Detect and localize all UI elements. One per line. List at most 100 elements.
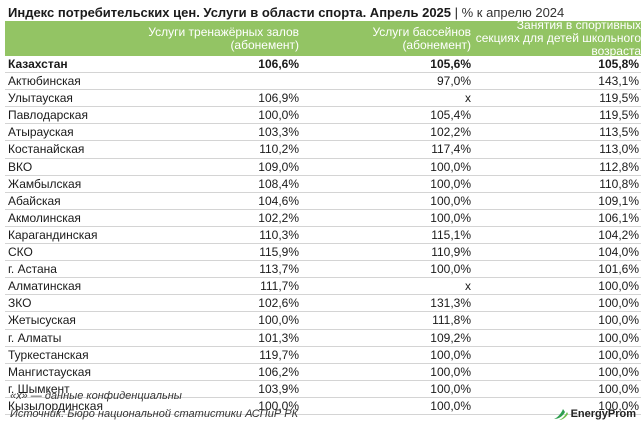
gym-value: 103,9% [258, 381, 299, 396]
region-name: г. Алматы [8, 330, 62, 345]
gym-value: 108,4% [258, 176, 299, 191]
table-row: Карагандинская 110,3% 115,1% 104,2% [5, 227, 641, 245]
table-row: ВКО 109,0% 100,0% 112,8% [5, 159, 641, 176]
pool-value: 105,4% [430, 108, 471, 123]
gym-value: 106,2% [258, 364, 299, 379]
table-header: Услуги тренажёрных залов (абонемент) Усл… [5, 18, 641, 58]
pool-value: 100,0% [430, 176, 471, 191]
region-name: Туркестанская [8, 347, 89, 362]
table-row: Жамбылская 108,4% 100,0% 110,8% [5, 176, 641, 193]
pool-value: 97,0% [436, 74, 471, 89]
table-row: ЗКО 102,6% 131,3% 100,0% [5, 295, 641, 313]
table-row: Павлодарская 100,0% 105,4% 119,5% [5, 107, 641, 125]
pool-value: 109,2% [430, 330, 471, 345]
section-value: 100,0% [598, 364, 639, 379]
pool-value: x [465, 279, 471, 294]
region-name: Атырауская [8, 125, 74, 140]
section-value: 104,2% [598, 227, 639, 242]
region-name: Казахстан [8, 57, 68, 71]
pool-value: 115,1% [431, 227, 471, 242]
region-name: ЗКО [8, 296, 32, 311]
region-name: Жетысуская [8, 313, 76, 328]
gym-value: 113,7% [259, 262, 299, 277]
header-gym: Услуги тренажёрных залов (абонемент) [148, 24, 299, 52]
brand-logo: EnergyProm [553, 405, 636, 423]
table-row: Туркестанская 119,7% 100,0% 100,0% [5, 347, 641, 364]
table-row: Атырауская 103,3% 102,2% 113,5% [5, 124, 641, 142]
section-value: 113,5% [599, 125, 639, 140]
region-name: Костанайская [8, 142, 85, 157]
gym-value: 100,0% [258, 108, 299, 123]
pool-value: 100,0% [430, 398, 471, 413]
table-row: Кызылординская 100,0% 100,0% 100,0% [5, 398, 641, 415]
region-name: Павлодарская [8, 108, 88, 123]
region-name: Абайская [8, 193, 61, 208]
section-value: 100,0% [598, 296, 639, 311]
energyprom-logo-icon [553, 409, 568, 420]
pool-value: 131,3% [430, 296, 471, 311]
table-row: Акмолинская 102,2% 100,0% 106,1% [5, 210, 641, 227]
pool-value: 100,0% [430, 347, 471, 362]
title-separator: | [451, 5, 462, 20]
table-row: СКО 115,9% 110,9% 104,0% [5, 244, 641, 262]
table-row: г. Астана 113,7% 100,0% 101,6% [5, 261, 641, 279]
section-value: 100,0% [598, 279, 639, 294]
gym-value: 104,6% [258, 193, 299, 208]
confidential-note: «x» — данные конфиденциальны [10, 390, 182, 402]
pool-value: x [465, 91, 471, 106]
header-sections: Занятия в спортивных секциях для детей ш… [475, 18, 641, 58]
section-value: 100,0% [598, 398, 639, 413]
gym-value: 101,3% [258, 330, 299, 345]
section-value: 100,0% [598, 313, 639, 328]
gym-value: 110,3% [259, 227, 299, 242]
table-row: Актюбинская 97,0% 143,1% [5, 73, 641, 91]
section-value: 100,0% [598, 381, 639, 396]
page-title: Индекс потребительских цен. Услуги в обл… [8, 4, 564, 22]
region-name: Мангистауская [8, 364, 91, 379]
gym-value: 100,0% [258, 313, 299, 328]
pool-value: 100,0% [430, 381, 471, 396]
gym-value: 111,7% [260, 279, 299, 294]
table-row: Жетысуская 100,0% 111,8% 100,0% [5, 312, 641, 330]
table-row: г. Шымкент 103,9% 100,0% 100,0% [5, 381, 641, 398]
gym-value: 119,7% [259, 347, 299, 362]
gym-value: 102,6% [258, 296, 299, 311]
title-main: Индекс потребительских цен. Услуги в обл… [8, 5, 452, 20]
pool-value: 100,0% [430, 210, 471, 225]
region-name: Актюбинская [8, 74, 81, 89]
table-row: Алматинская 111,7% x 100,0% [5, 278, 641, 296]
region-name: г. Астана [8, 262, 57, 277]
table-row: Мангистауская 106,2% 100,0% 100,0% [5, 364, 641, 381]
source-note: Источник: Бюро национальной статистики А… [10, 408, 299, 420]
section-value: 100,0% [598, 347, 639, 362]
section-value: 100,0% [598, 330, 639, 345]
gym-value: 115,9% [259, 245, 299, 260]
section-value: 105,8% [598, 57, 639, 71]
gym-value: 110,2% [259, 142, 299, 157]
section-value: 113,0% [599, 142, 639, 157]
gym-value: 109,0% [258, 159, 299, 174]
pool-value: 102,2% [430, 125, 471, 140]
section-value: 119,5% [599, 91, 639, 106]
table-row: Костанайская 110,2% 117,4% 113,0% [5, 141, 641, 159]
gym-value: 103,3% [258, 125, 299, 140]
section-value: 143,1% [598, 74, 639, 89]
pool-value: 100,0% [430, 159, 471, 174]
logo-text: EnergyProm [570, 408, 636, 420]
section-value: 119,5% [599, 108, 639, 123]
section-value: 101,6% [598, 262, 639, 277]
gym-value: 106,9% [258, 91, 299, 106]
section-value: 109,1% [598, 193, 639, 208]
pool-value: 117,4% [431, 142, 471, 157]
pool-value: 111,8% [432, 313, 471, 328]
table-row: Казахстан 106,6% 105,6% 105,8% [5, 56, 641, 74]
gym-value: 102,2% [258, 210, 299, 225]
gym-value: 106,6% [258, 57, 299, 71]
region-name: Жамбылская [8, 176, 82, 191]
region-name: ВКО [8, 159, 33, 174]
pool-value: 110,9% [431, 245, 471, 260]
region-name: Карагандинская [8, 227, 98, 242]
pool-value: 100,0% [430, 193, 471, 208]
table-row: г. Алматы 101,3% 109,2% 100,0% [5, 330, 641, 347]
region-name: Улытауская [8, 91, 73, 106]
